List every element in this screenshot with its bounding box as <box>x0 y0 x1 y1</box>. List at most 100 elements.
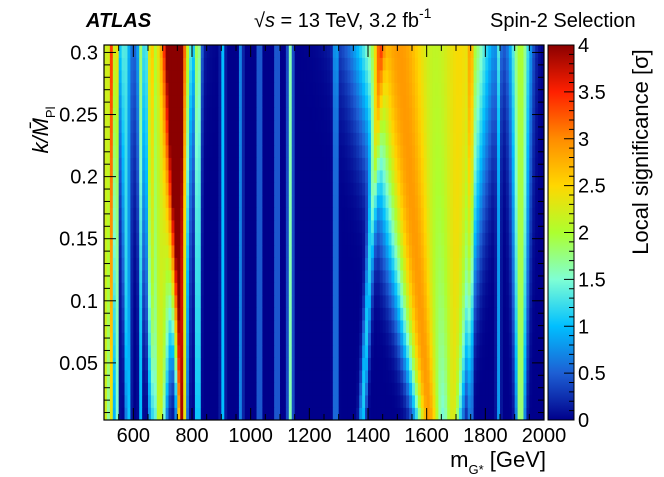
heatmap-cell <box>277 207 281 221</box>
heatmap-cell <box>370 132 375 146</box>
heatmap-cell <box>335 207 340 221</box>
heatmap-cell <box>467 270 472 283</box>
heatmap-cell <box>409 195 413 208</box>
heatmap-cell <box>271 207 275 221</box>
heatmap-cell <box>115 195 120 208</box>
heatmap-cell <box>130 245 134 258</box>
heatmap-cell <box>171 70 175 83</box>
heatmap-cell <box>294 295 298 308</box>
heatmap-cell <box>282 107 287 121</box>
heatmap-cell <box>326 57 331 71</box>
heatmap-cell <box>365 270 369 283</box>
heatmap-cell <box>262 70 266 83</box>
x-axis-title-unit: [GeV] <box>484 447 546 472</box>
heatmap-cell <box>300 407 304 421</box>
heatmap-cell <box>318 120 322 133</box>
heatmap-cell <box>145 182 149 196</box>
heatmap-cell <box>417 132 422 146</box>
heatmap-cell <box>517 107 521 121</box>
heatmap-cell <box>429 307 433 321</box>
heatmap-cell <box>379 195 384 208</box>
heatmap-cell <box>541 395 545 408</box>
heatmap-cell <box>274 282 278 296</box>
heatmap-cell <box>200 270 205 283</box>
heatmap-cell <box>215 320 219 333</box>
heatmap-cell <box>359 357 363 371</box>
heatmap-cell <box>133 157 137 171</box>
heatmap-cell <box>209 220 213 233</box>
heatmap-cell <box>491 95 495 108</box>
heatmap-cell <box>502 320 507 333</box>
heatmap-cell <box>224 345 228 358</box>
heatmap-cell <box>133 282 137 296</box>
heatmap-cell <box>124 370 128 383</box>
heatmap-cell <box>370 295 375 308</box>
heatmap-cell <box>385 170 389 183</box>
heatmap-cell <box>432 95 436 108</box>
heatmap-cell <box>174 345 178 358</box>
heatmap-cell <box>417 157 422 171</box>
heatmap-cell <box>148 220 152 233</box>
heatmap-cell <box>274 345 278 358</box>
heatmap-cell <box>532 307 536 321</box>
heatmap-cell <box>309 82 313 96</box>
heatmap-cell <box>438 282 442 296</box>
heatmap-cell <box>253 232 257 246</box>
heatmap-cell <box>145 82 149 96</box>
heatmap-cell <box>347 195 351 208</box>
heatmap-cell <box>238 107 243 121</box>
heatmap-cell <box>491 295 495 308</box>
heatmap-cell <box>321 45 325 58</box>
heatmap-cell <box>382 320 386 333</box>
heatmap-cell <box>379 157 384 171</box>
heatmap-cell <box>315 195 319 208</box>
heatmap-cell <box>482 170 486 183</box>
heatmap-cell <box>391 95 395 108</box>
heatmap-cell <box>121 82 125 96</box>
heatmap-cell <box>230 357 234 371</box>
heatmap-cell <box>174 282 178 296</box>
heatmap-cell <box>435 357 439 371</box>
heatmap-cell <box>121 57 125 71</box>
heatmap-cell <box>438 270 442 283</box>
heatmap-cell <box>215 57 219 71</box>
heatmap-cell <box>400 220 404 233</box>
heatmap-cell <box>200 157 205 171</box>
heatmap-cell <box>203 207 208 221</box>
heatmap-cell <box>238 307 243 321</box>
heatmap-cell <box>532 57 536 71</box>
heatmap-cell <box>145 132 149 146</box>
heatmap-cell <box>511 195 516 208</box>
heatmap-cell <box>488 295 492 308</box>
heatmap-cell <box>420 82 425 96</box>
heatmap-cell <box>356 207 360 221</box>
heatmap-cell <box>277 82 281 96</box>
heatmap-cell <box>376 45 381 58</box>
heatmap-cell <box>329 207 334 221</box>
heatmap-cell <box>400 57 404 71</box>
heatmap-cell <box>312 132 316 146</box>
heatmap-cell <box>520 120 524 133</box>
heatmap-cell <box>136 145 140 158</box>
heatmap-cell <box>259 332 263 346</box>
heatmap-cell <box>412 245 416 258</box>
heatmap-cell <box>341 232 345 246</box>
heatmap-cell <box>112 182 117 196</box>
heatmap-cell <box>133 195 137 208</box>
heatmap-cell <box>315 82 319 96</box>
heatmap-cell <box>397 220 401 233</box>
heatmap-cell <box>341 270 345 283</box>
heatmap-cell <box>130 332 134 346</box>
heatmap-cell <box>508 395 513 408</box>
heatmap-cell <box>370 270 375 283</box>
heatmap-cell <box>329 132 334 146</box>
heatmap-cell <box>447 307 451 321</box>
heatmap-cell <box>121 370 125 383</box>
heatmap-cell <box>373 382 378 396</box>
heatmap-cell <box>127 207 131 221</box>
heatmap-cell <box>194 45 199 58</box>
heatmap-cell <box>218 407 222 421</box>
heatmap-cell <box>488 195 492 208</box>
heatmap-cell <box>238 120 243 133</box>
heatmap-cell <box>406 232 410 246</box>
